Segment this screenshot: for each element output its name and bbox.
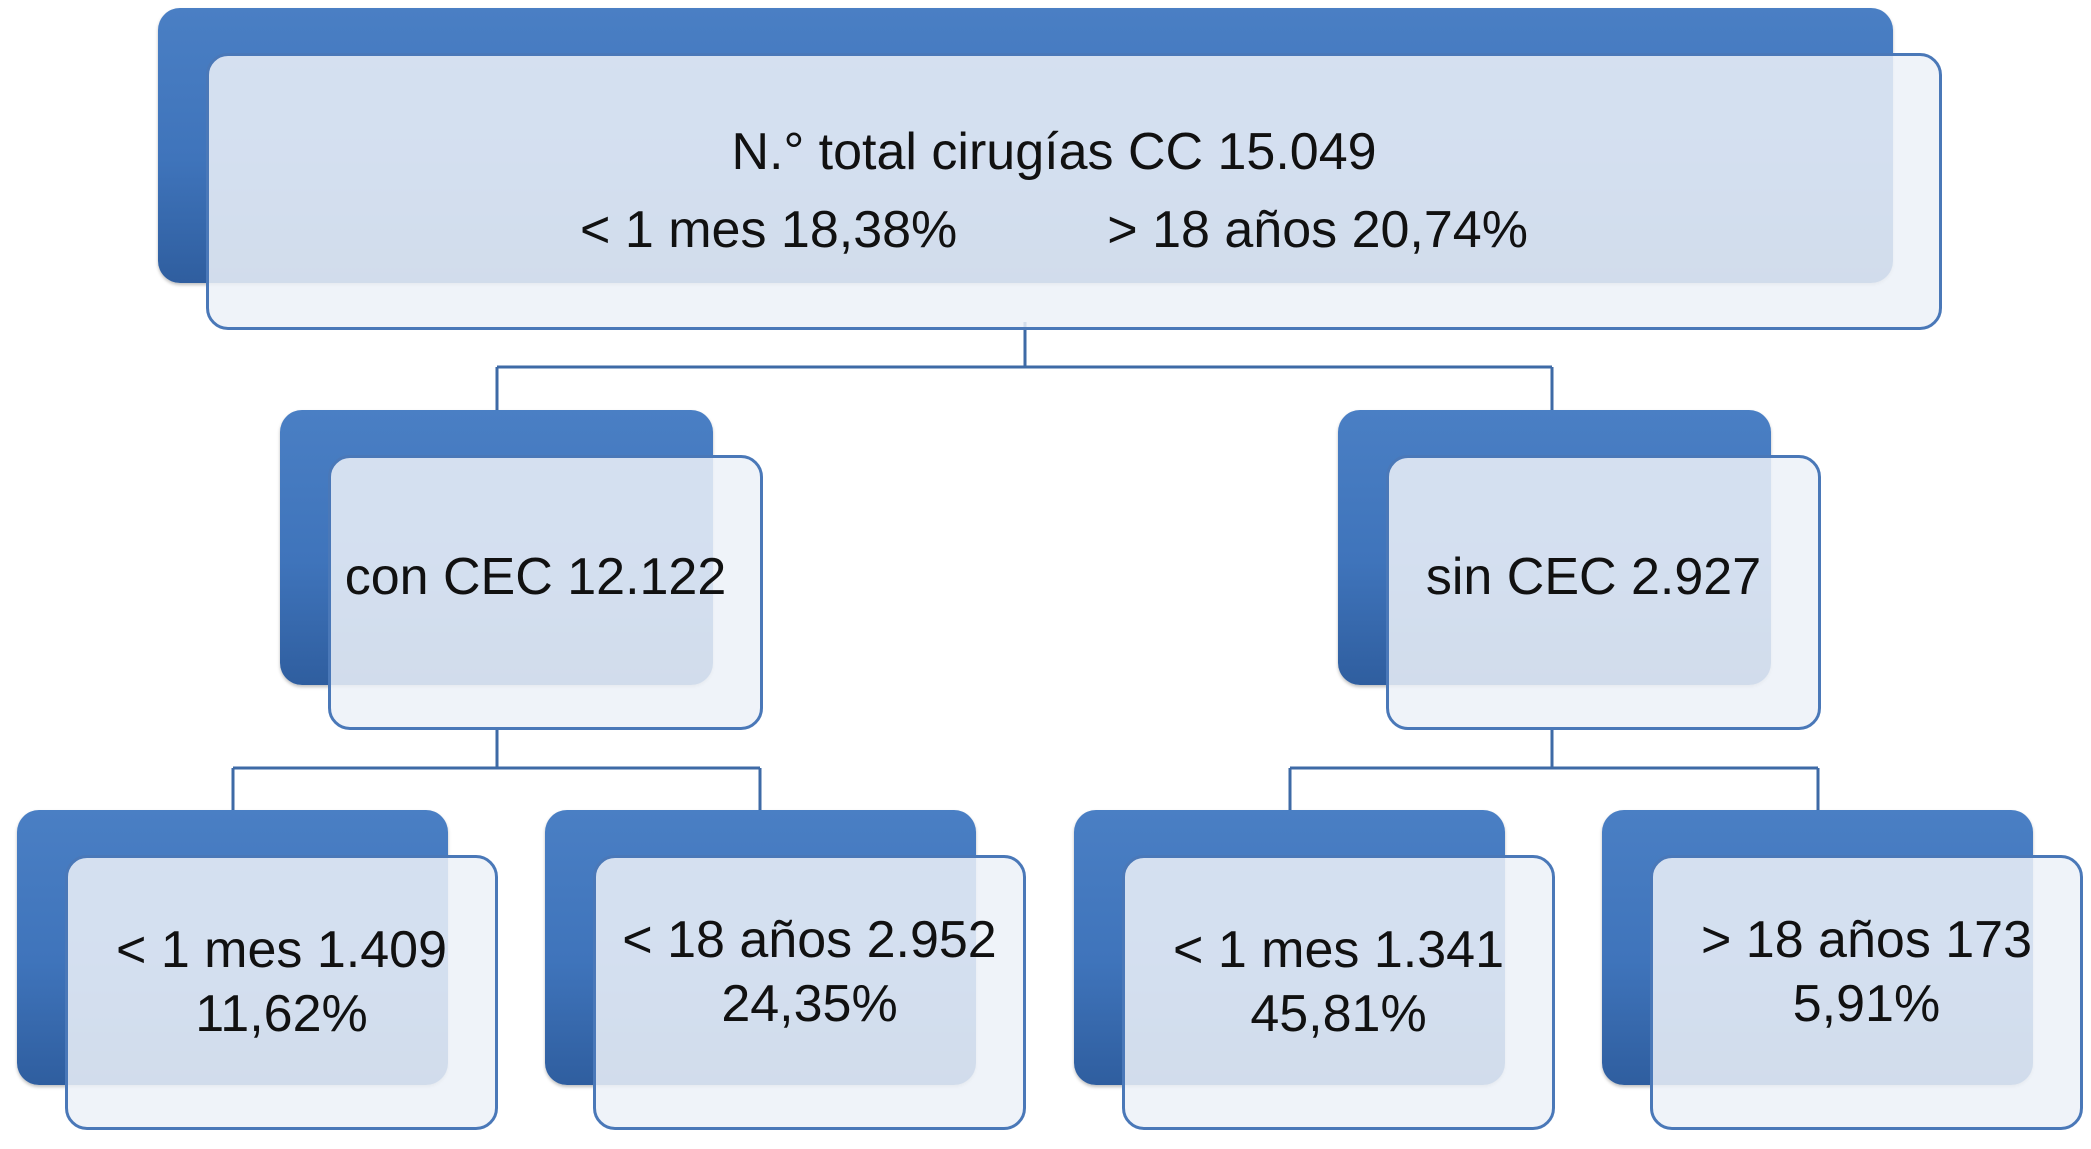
con-cec-label: con CEC 12.122 — [344, 547, 727, 606]
sin-cec-node: sin CEC 2.927 — [1338, 410, 1821, 730]
leaf-sin-adults-pct: 5,91% — [1792, 974, 1941, 1033]
leaf-con-neonates: < 1 mes 1.409 11,62% — [17, 810, 498, 1130]
root-stat-neonates: < 1 mes 18,38% — [580, 200, 958, 259]
leaf-sin-adults-count: > 18 años 173 — [1700, 911, 2033, 970]
leaf-sin-adults: > 18 años 173 5,91% — [1602, 810, 2083, 1130]
sin-cec-label: sin CEC 2.927 — [1425, 547, 1762, 606]
root-stat-adults: > 18 años 20,74% — [1107, 200, 1528, 259]
root-node: N.° total cirugías CC 15.049 < 1 mes 18,… — [158, 8, 1942, 330]
leaf-sin-neonates-pct: 45,81% — [1250, 984, 1427, 1043]
leaf-con-under18-count: < 18 años 2.952 — [622, 911, 997, 970]
root-stats: < 1 mes 18,38% > 18 años 20,74% — [580, 199, 1528, 262]
con-cec-node: con CEC 12.122 — [280, 410, 763, 730]
leaf-con-under18: < 18 años 2.952 24,35% — [545, 810, 1026, 1130]
root-title: N.° total cirugías CC 15.049 — [731, 123, 1377, 182]
leaf-con-neonates-count: < 1 mes 1.409 — [116, 921, 447, 980]
leaf-con-neonates-pct: 11,62% — [195, 984, 368, 1043]
leaf-con-under18-pct: 24,35% — [721, 974, 898, 1033]
leaf-sin-neonates: < 1 mes 1.341 45,81% — [1074, 810, 1555, 1130]
leaf-sin-neonates-count: < 1 mes 1.341 — [1173, 921, 1504, 980]
